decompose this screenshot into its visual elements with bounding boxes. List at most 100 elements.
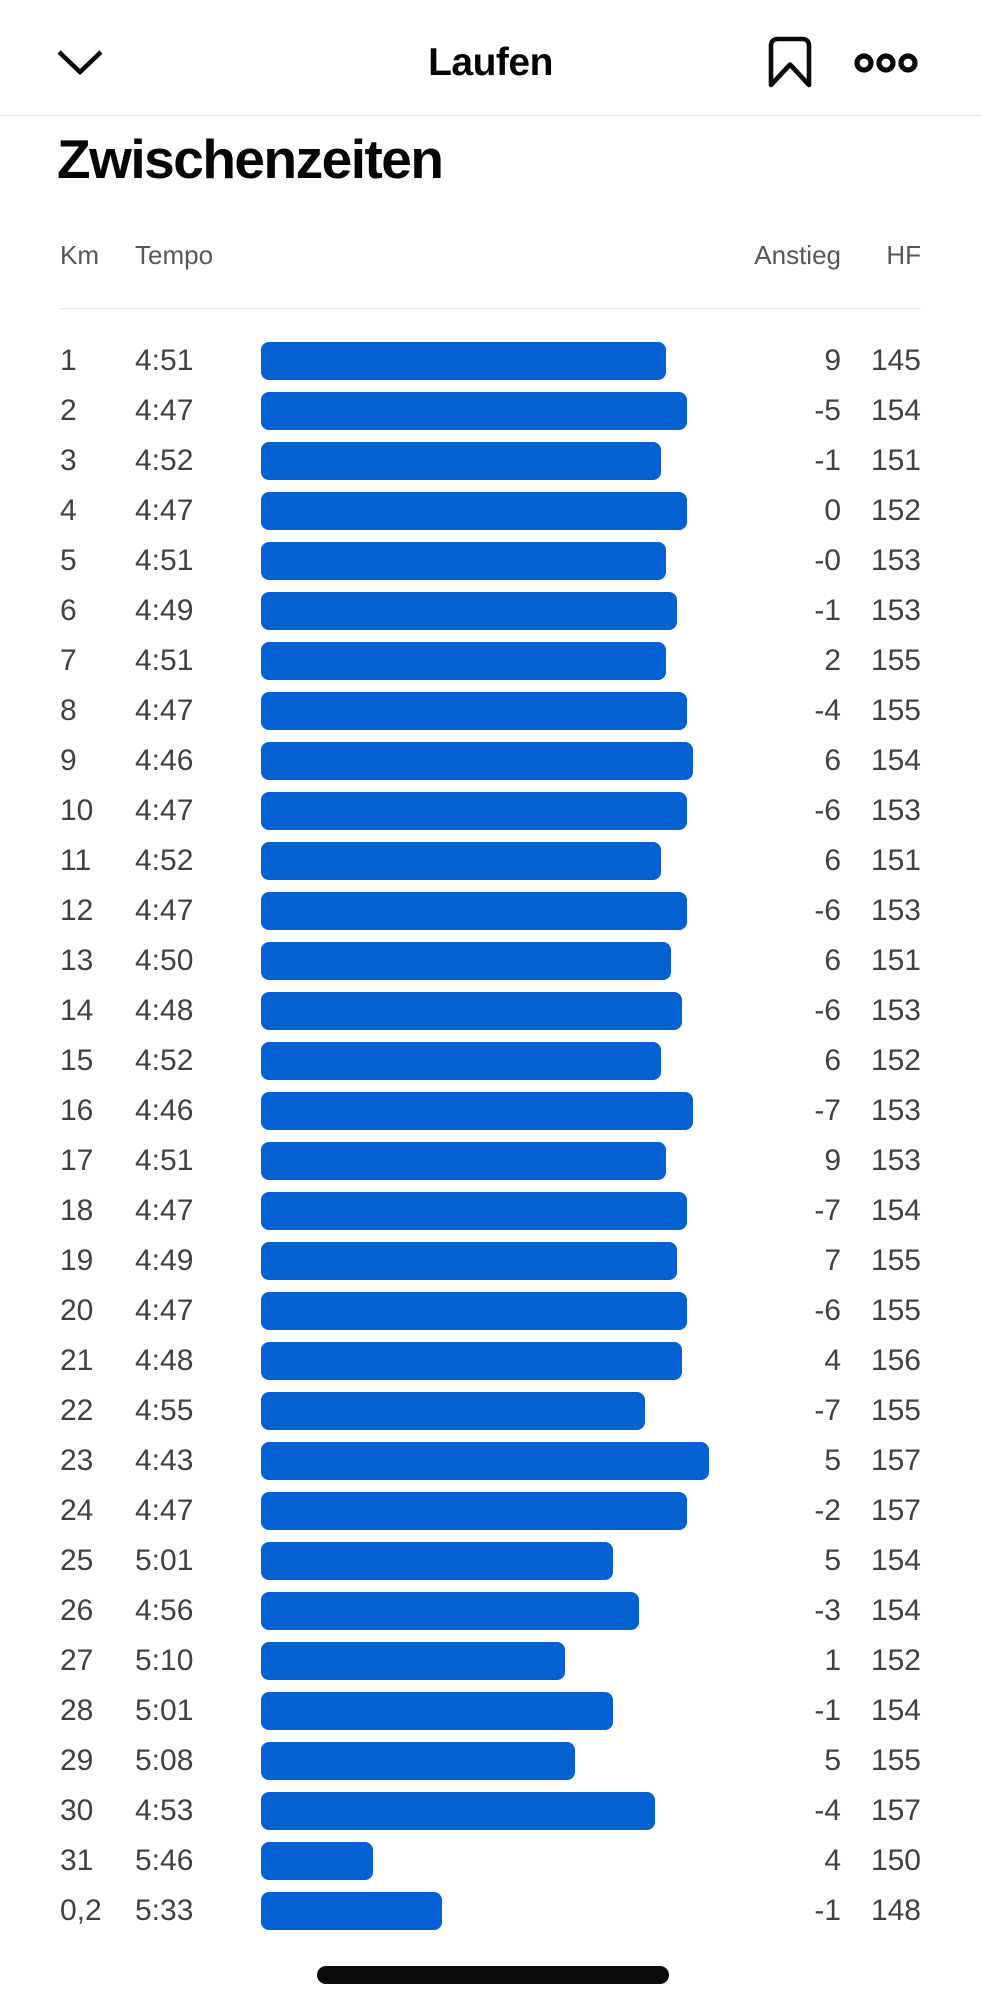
splits-column-headers: Km Tempo Anstieg HF xyxy=(60,240,921,270)
pace-bar-track xyxy=(261,1542,721,1580)
table-row: 5 4:51 -0 153 xyxy=(60,536,921,586)
row-tempo: 4:47 xyxy=(135,794,194,827)
table-row: 17 4:51 9 153 xyxy=(60,1136,921,1186)
row-tempo: 4:48 xyxy=(135,1344,194,1377)
row-km: 20 xyxy=(60,1294,94,1327)
row-hf: 153 xyxy=(870,994,921,1027)
table-row: 3 4:52 -1 151 xyxy=(60,436,921,486)
row-anstieg: 5 xyxy=(824,1444,841,1477)
table-row: 21 4:48 4 156 xyxy=(60,1336,921,1386)
pace-bar xyxy=(261,992,682,1030)
row-km: 23 xyxy=(60,1444,94,1477)
row-anstieg: 5 xyxy=(824,1744,841,1777)
row-km: 31 xyxy=(60,1844,94,1877)
row-tempo: 4:51 xyxy=(135,344,194,377)
row-anstieg: -1 xyxy=(814,444,841,477)
row-km: 25 xyxy=(60,1544,94,1577)
row-km: 8 xyxy=(60,694,77,727)
row-hf: 152 xyxy=(870,1644,921,1677)
table-row: 10 4:47 -6 153 xyxy=(60,786,921,836)
row-km: 19 xyxy=(60,1244,94,1277)
pace-bar xyxy=(261,792,687,830)
row-hf: 148 xyxy=(870,1894,921,1927)
pace-bar xyxy=(261,1442,709,1480)
bookmark-button[interactable] xyxy=(764,32,816,93)
pace-bar-track xyxy=(261,742,721,780)
row-km: 2 xyxy=(60,394,77,427)
row-km: 27 xyxy=(60,1644,94,1677)
column-header-km: Km xyxy=(60,240,99,270)
row-hf: 154 xyxy=(870,1594,921,1627)
row-anstieg: -6 xyxy=(814,994,841,1027)
pace-bar-track xyxy=(261,542,721,580)
row-anstieg: -1 xyxy=(814,1694,841,1727)
pace-bar xyxy=(261,1142,666,1180)
table-row: 29 5:08 5 155 xyxy=(60,1736,921,1786)
home-indicator[interactable] xyxy=(317,1966,669,1984)
row-km: 9 xyxy=(60,744,77,777)
pace-bar-track xyxy=(261,942,721,980)
row-km: 6 xyxy=(60,594,77,627)
row-hf: 152 xyxy=(870,1044,921,1077)
column-header-hf: HF xyxy=(886,240,921,270)
pace-bar-track xyxy=(261,1792,721,1830)
row-anstieg: 6 xyxy=(824,844,841,877)
row-hf: 154 xyxy=(870,744,921,777)
row-hf: 151 xyxy=(870,844,921,877)
row-hf: 156 xyxy=(870,1344,921,1377)
row-tempo: 4:47 xyxy=(135,1194,194,1227)
row-hf: 153 xyxy=(870,1094,921,1127)
row-anstieg: -6 xyxy=(814,894,841,927)
table-row: 23 4:43 5 157 xyxy=(60,1436,921,1486)
pace-bar xyxy=(261,542,666,580)
row-hf: 150 xyxy=(870,1844,921,1877)
row-anstieg: -6 xyxy=(814,1294,841,1327)
table-row: 11 4:52 6 151 xyxy=(60,836,921,886)
table-row: 13 4:50 6 151 xyxy=(60,936,921,986)
row-anstieg: 1 xyxy=(824,1644,841,1677)
pace-bar-track xyxy=(261,1092,721,1130)
collapse-button[interactable] xyxy=(52,45,108,80)
pace-bar xyxy=(261,1242,677,1280)
row-anstieg: 9 xyxy=(824,344,841,377)
row-km: 30 xyxy=(60,1794,94,1827)
row-km: 24 xyxy=(60,1494,94,1527)
row-tempo: 4:47 xyxy=(135,394,194,427)
row-hf: 153 xyxy=(870,794,921,827)
row-anstieg: -0 xyxy=(814,544,841,577)
row-tempo: 4:56 xyxy=(135,1594,194,1627)
pace-bar-track xyxy=(261,1192,721,1230)
pace-bar-track xyxy=(261,892,721,930)
table-row: 14 4:48 -6 153 xyxy=(60,986,921,1036)
table-row: 6 4:49 -1 153 xyxy=(60,586,921,636)
row-anstieg: -3 xyxy=(814,1594,841,1627)
table-row: 20 4:47 -6 155 xyxy=(60,1286,921,1336)
row-anstieg: 9 xyxy=(824,1144,841,1177)
pace-bar-track xyxy=(261,1342,721,1380)
more-options-button[interactable] xyxy=(850,48,922,78)
pace-bar xyxy=(261,942,671,980)
row-anstieg: -7 xyxy=(814,1094,841,1127)
table-row: 19 4:49 7 155 xyxy=(60,1236,921,1286)
pace-bar xyxy=(261,742,693,780)
table-row: 30 4:53 -4 157 xyxy=(60,1786,921,1836)
pace-bar xyxy=(261,892,687,930)
row-tempo: 4:55 xyxy=(135,1394,194,1427)
row-tempo: 4:43 xyxy=(135,1444,194,1477)
pace-bar-track xyxy=(261,642,721,680)
row-km: 7 xyxy=(60,644,77,677)
pace-bar-track xyxy=(261,1292,721,1330)
row-hf: 153 xyxy=(870,544,921,577)
pace-bar xyxy=(261,1892,442,1930)
pace-bar-track xyxy=(261,1892,721,1930)
pace-bar xyxy=(261,1192,687,1230)
pace-bar xyxy=(261,1092,693,1130)
row-tempo: 4:47 xyxy=(135,1294,194,1327)
row-km: 4 xyxy=(60,494,77,527)
pace-bar-track xyxy=(261,342,721,380)
row-tempo: 4:50 xyxy=(135,944,194,977)
row-anstieg: -5 xyxy=(814,394,841,427)
table-row: 4 4:47 0 152 xyxy=(60,486,921,536)
splits-rows: 1 4:51 9 145 2 4:47 -5 154 3 4:52 -1 151… xyxy=(0,309,981,1936)
row-km: 26 xyxy=(60,1594,94,1627)
